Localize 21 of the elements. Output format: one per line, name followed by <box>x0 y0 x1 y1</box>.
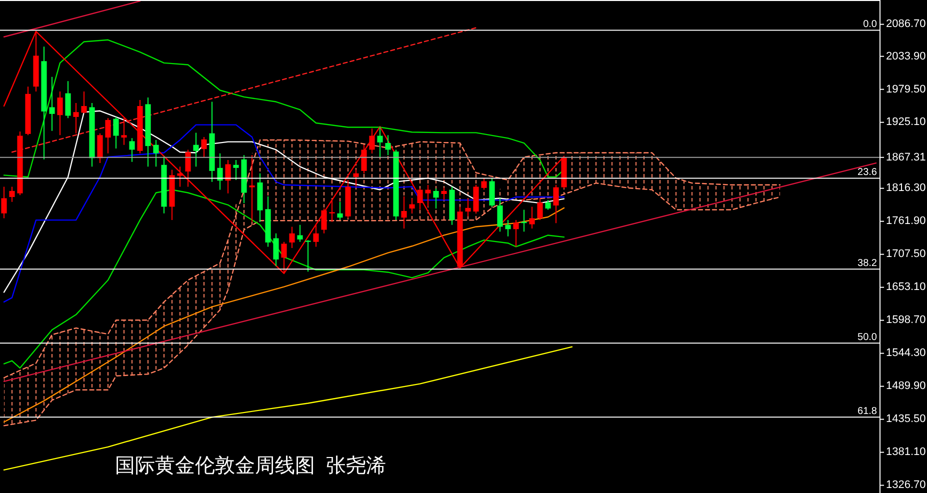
y-tick-label: 1653.10 <box>886 281 926 294</box>
y-tick-label: 1816.30 <box>886 182 926 194</box>
annotation: 38.2 <box>858 258 877 270</box>
y-tick-label: 1489.90 <box>886 380 926 392</box>
y-tick-label: 1326.70 <box>886 479 926 492</box>
annotation: 61.8 <box>858 406 877 418</box>
annotation: 50.0 <box>858 332 877 344</box>
y-tick-label: 1435.50 <box>886 413 926 426</box>
y-tick-label: 1381.10 <box>886 446 926 458</box>
y-tick-label: 1598.70 <box>886 314 926 326</box>
annotation: 23.6 <box>858 167 877 178</box>
y-tick-label: 1544.30 <box>886 347 926 360</box>
y-tick-label: 1925.10 <box>886 116 926 128</box>
annotation: 0.0 <box>863 19 877 30</box>
y-tick-label: 1867.31 <box>886 151 926 164</box>
y-tick-label: 2086.70 <box>886 18 926 30</box>
y-tick-label: 1707.50 <box>886 248 926 260</box>
annotation: 国际黄金伦敦金周线图 张尧浠 <box>115 455 386 477</box>
y-tick-label: 1979.50 <box>886 83 926 96</box>
y-tick-label: 2033.90 <box>886 50 926 62</box>
y-tick-label: 1761.90 <box>886 215 926 228</box>
